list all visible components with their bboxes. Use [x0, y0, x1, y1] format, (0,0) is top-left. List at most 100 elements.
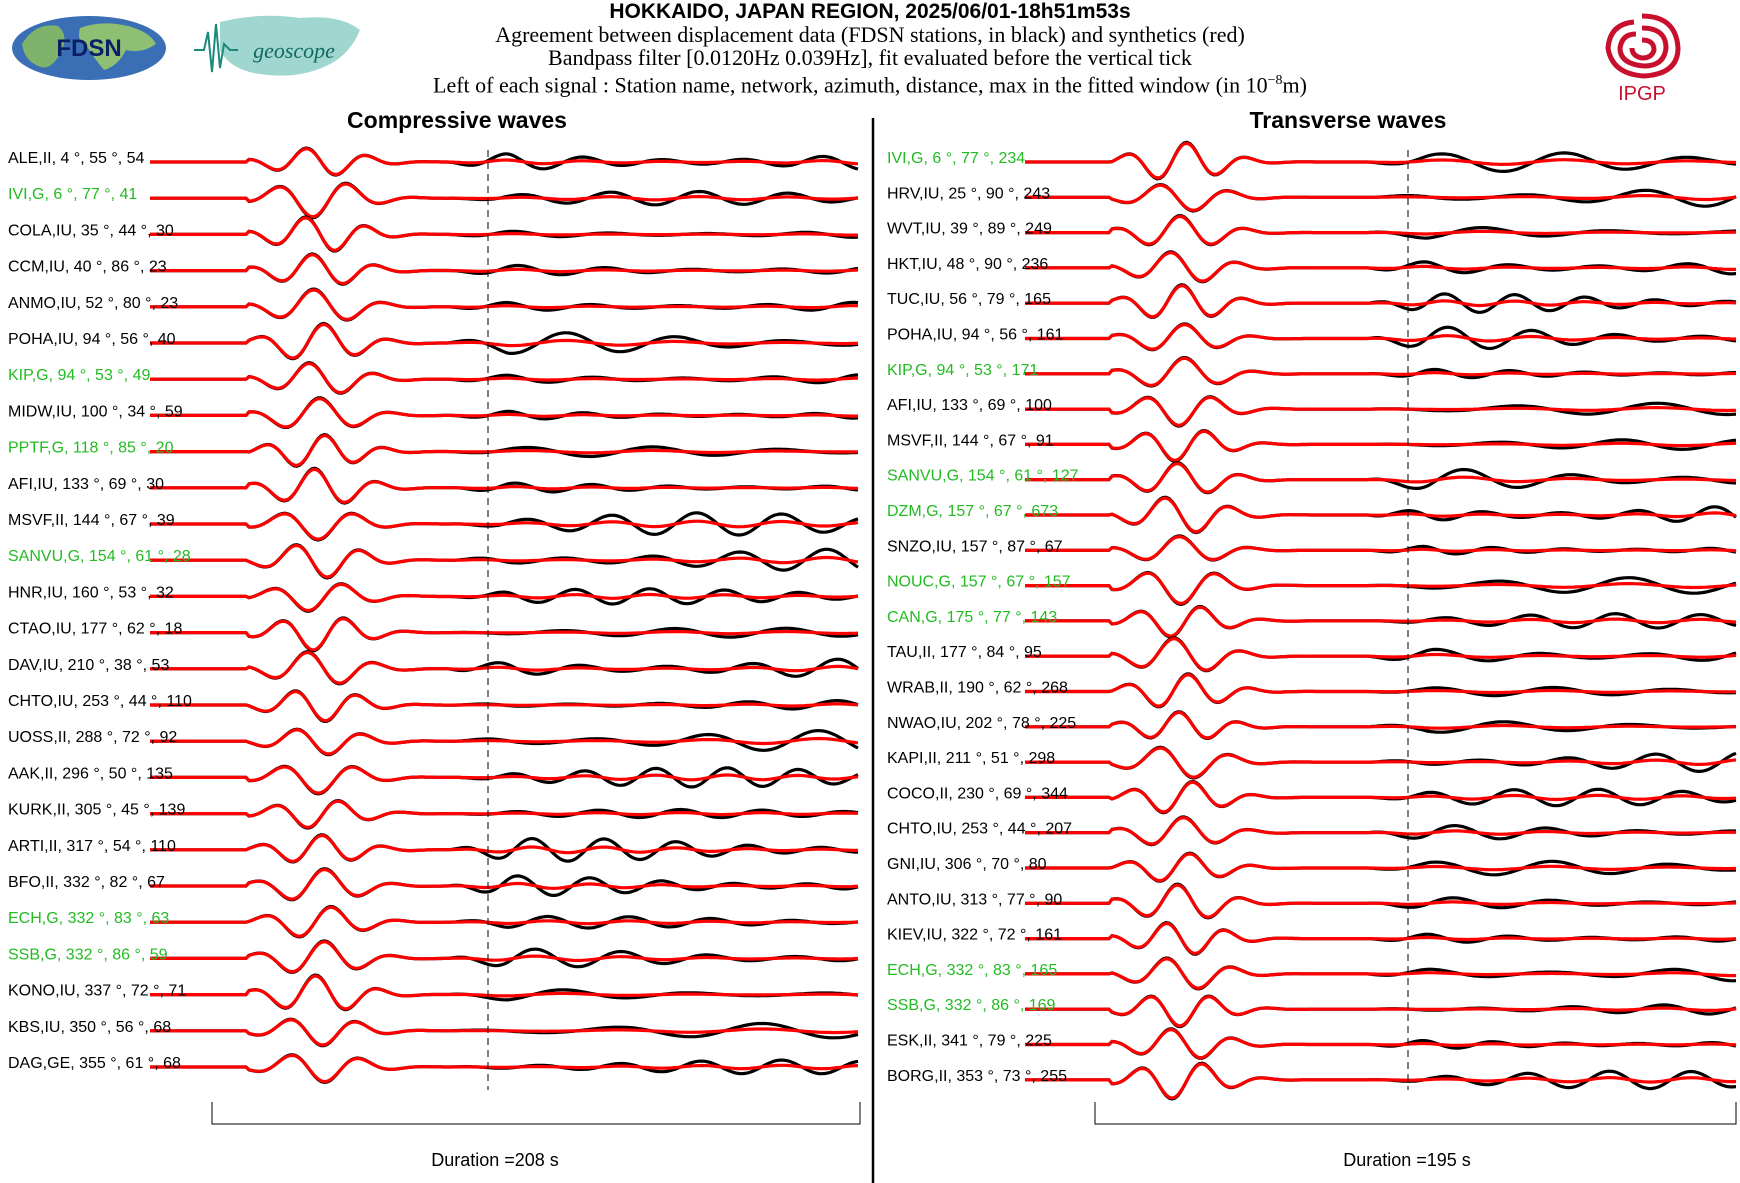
synthetic-waveform	[1025, 1027, 1737, 1060]
synthetic-waveform	[1025, 214, 1736, 246]
synthetic-waveform	[150, 322, 858, 360]
description-line-1: Agreement between displacement data (FDS…	[495, 22, 1245, 47]
trace-kip-g: KIP,G, 94 °, 53 °, 171	[887, 355, 1737, 388]
synthetic-waveform	[150, 974, 858, 1011]
trace-tau-ii: TAU,II, 177 °, 84 °, 95	[887, 636, 1737, 673]
station-label: IVI,G, 6 °, 77 °, 234	[887, 150, 1025, 167]
trace-msvf-ii: MSVF,II, 144 °, 67 °, 39	[8, 511, 859, 542]
ipgp-spiral-icon	[1605, 13, 1681, 79]
geoscope-shape	[220, 15, 360, 76]
trace-uoss-ii: UOSS,II, 288 °, 72 °, 92	[8, 727, 859, 757]
data-waveform	[1025, 570, 1737, 607]
station-label: NOUC,G, 157 °, 67 °, 157	[887, 574, 1071, 591]
synthetic-waveform	[1025, 746, 1737, 779]
fdsn-logo-text: FDSN	[56, 35, 121, 62]
station-label: CAN,G, 175 °, 77 °, 143	[887, 609, 1057, 626]
synthetic-waveform	[150, 361, 859, 395]
synthetic-waveform	[1025, 395, 1737, 427]
station-label: CTAO,IU, 177 °, 62 °, 18	[8, 621, 182, 638]
synthetic-waveform	[150, 940, 859, 974]
synthetic-waveform	[150, 253, 859, 286]
trace-bfo-ii: BFO,II, 332 °, 82 °, 67	[8, 867, 859, 902]
synthetic-waveform	[150, 617, 859, 652]
data-waveform	[1025, 882, 1737, 920]
synthetic-waveform	[150, 833, 858, 863]
station-label: BFO,II, 332 °, 82 °, 67	[8, 874, 165, 891]
data-waveform	[150, 1017, 859, 1048]
synthetic-waveform	[1025, 673, 1736, 708]
trace-aak-ii: AAK,II, 296 °, 50 °, 135	[8, 764, 859, 796]
synthetic-waveform	[1025, 816, 1736, 846]
unit-exponent: −8	[1267, 73, 1283, 88]
panel-compressive: Compressive waves ALE,II, 4 °, 55 °, 54 IV…	[8, 107, 861, 1170]
station-label: KURK,II, 305 °, 45 °, 139	[8, 802, 185, 819]
panel-title: Transverse waves	[1250, 107, 1447, 133]
trace-borg-ii: BORG,II, 353 °, 73 °, 255	[887, 1061, 1737, 1101]
ipgp-logo: IPGP	[1605, 13, 1681, 105]
station-label: MIDW,IU, 100 °, 34 °, 59	[8, 403, 183, 420]
trace-dav-iu: DAV,IU, 210 °, 38 °, 53	[8, 650, 859, 686]
trace-hrv-iu: HRV,IU, 25 °, 90 °, 243	[887, 182, 1737, 213]
synthetic-waveform	[150, 582, 859, 613]
station-label: KBS,IU, 350 °, 56 °, 68	[8, 1019, 171, 1036]
synthetic-waveform	[150, 512, 859, 541]
synthetic-waveform	[150, 905, 859, 938]
trace-dag-ge: DAG,GE, 355 °, 61 °, 68	[8, 1053, 859, 1085]
synthetic-waveform	[1025, 637, 1737, 672]
synthetic-waveform	[150, 1053, 859, 1084]
station-label: IVI,G, 6 °, 77 °, 41	[8, 186, 137, 203]
data-waveform	[1025, 355, 1737, 388]
duration-bracket	[211, 1102, 861, 1125]
station-label: SSB,G, 332 °, 86 °, 169	[887, 997, 1056, 1014]
synthetic-waveform	[150, 651, 859, 685]
trace-ivi-g: IVI,G, 6 °, 77 °, 234	[887, 140, 1737, 181]
station-label: KIEV,IU, 322 °, 72 °, 161	[887, 927, 1062, 944]
synthetic-waveform	[150, 1018, 859, 1047]
synthetic-waveform	[150, 433, 859, 468]
trace-hkt-iu: HKT,IU, 48 °, 90 °, 236	[887, 250, 1737, 284]
station-label: ALE,II, 4 °, 55 °, 54	[8, 150, 145, 167]
trace-cola-iu: COLA,IU, 35 °, 44 °, 30	[8, 215, 859, 253]
geoscope-logo: geoscope	[194, 15, 360, 76]
station-label: UOSS,II, 288 °, 72 °, 92	[8, 729, 177, 746]
synthetic-waveform	[1025, 710, 1737, 740]
synthetic-waveform	[150, 765, 859, 795]
trace-chto-iu: CHTO,IU, 253 °, 44 °, 207	[887, 815, 1736, 847]
trace-sanvu-g: SANVU,G, 154 °, 61 °, 28	[8, 543, 859, 580]
station-label: DAG,GE, 355 °, 61 °, 68	[8, 1055, 181, 1072]
synthetic-waveform	[150, 288, 858, 322]
trace-ech-g: ECH,G, 332 °, 83 °, 63	[8, 904, 859, 939]
synthetic-waveform	[150, 467, 858, 504]
synthetic-waveform	[1025, 141, 1737, 180]
description-line-3: Left of each signal : Station name, netw…	[0, 69, 1740, 96]
station-label: ANTO,IU, 313 °, 77 °, 90	[887, 891, 1062, 908]
station-label: PPTF,G, 118 °, 85 °, 20	[8, 440, 174, 457]
station-label: CCM,IU, 40 °, 86 °, 23	[8, 259, 167, 276]
synthetic-waveform	[150, 216, 858, 252]
station-label: COCO,II, 230 °, 69 °, 344	[887, 785, 1068, 802]
trace-kbs-iu: KBS,IU, 350 °, 56 °, 68	[8, 1017, 859, 1048]
station-label: MSVF,II, 144 °, 67 °, 39	[8, 512, 175, 529]
synthetic-waveform	[1025, 1062, 1737, 1100]
station-label: SSB,G, 332 °, 86 °, 59	[8, 946, 168, 963]
station-label: DAV,IU, 210 °, 38 °, 53	[8, 657, 169, 674]
synthetic-waveform	[150, 799, 858, 829]
station-label: KAPI,II, 211 °, 51 °, 298	[887, 750, 1055, 767]
trace-chto-iu: CHTO,IU, 253 °, 44 °, 110	[8, 689, 859, 724]
station-label: KONO,IU, 337 °, 72 °, 71	[8, 983, 186, 1000]
trace-pptf-g: PPTF,G, 118 °, 85 °, 20	[8, 433, 859, 468]
synthetic-waveform	[1025, 780, 1737, 814]
synthetic-waveform	[1025, 496, 1737, 534]
trace-anmo-iu: ANMO,IU, 52 °, 80 °, 23	[8, 287, 859, 322]
station-label: BORG,II, 353 °, 73 °, 255	[887, 1068, 1067, 1085]
ipgp-logo-text: IPGP	[1618, 83, 1666, 105]
data-waveform	[1025, 461, 1737, 495]
trace-gni-iu: GNI,IU, 306 °, 70 °, 80	[887, 851, 1737, 883]
synthetic-waveform	[1025, 957, 1736, 990]
synthetic-waveform	[150, 690, 859, 723]
trace-hnr-iu: HNR,IU, 160 °, 53 °, 32	[8, 582, 859, 613]
data-waveform	[1025, 213, 1737, 247]
trace-afi-iu: AFI,IU, 133 °, 69 °, 30	[8, 466, 859, 505]
station-label: AAK,II, 296 °, 50 °, 135	[8, 765, 173, 782]
